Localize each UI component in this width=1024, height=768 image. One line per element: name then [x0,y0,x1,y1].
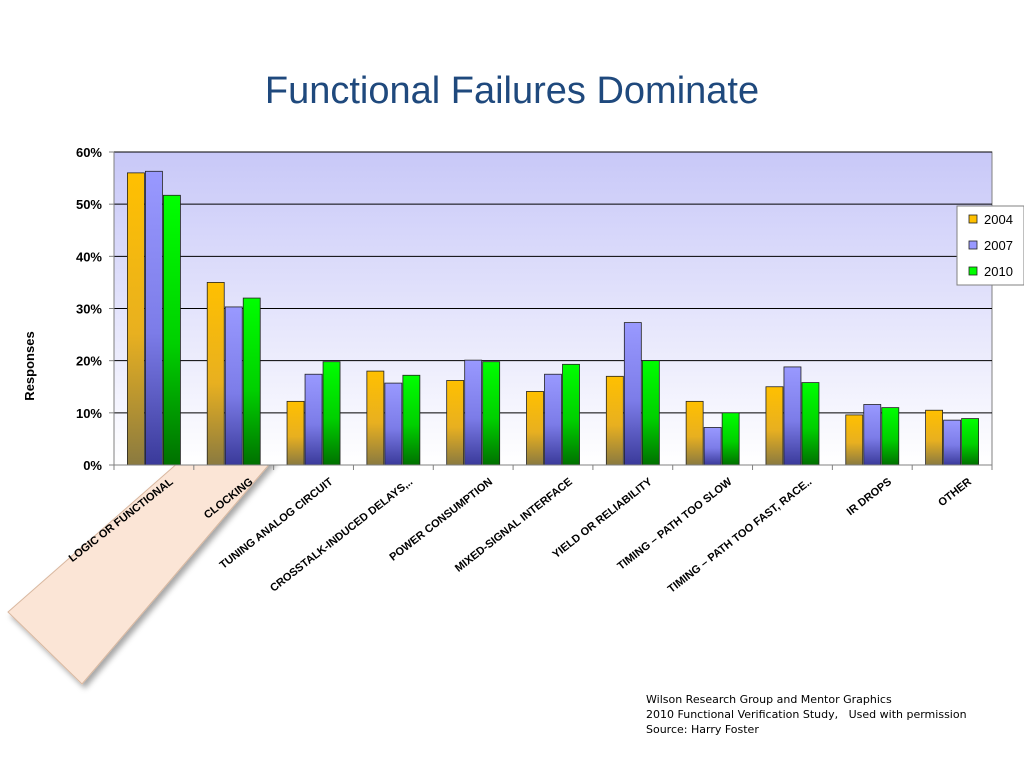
bar-2007 [224,306,243,466]
credit-line: Wilson Research Group and Mentor Graphic… [646,693,892,706]
bar-2007 [145,170,163,466]
legend-label: 2010 [984,264,1013,279]
legend-swatch-2007 [968,240,978,250]
credit-line: Source: Harry Foster [646,723,759,736]
bar-2007 [703,427,722,466]
legend: 2004 2007 2010 [956,205,1024,286]
bar-2004 [685,400,704,466]
bar-2004 [605,375,624,466]
legend-swatch-2010 [968,266,978,276]
legend-swatch-2004 [968,214,978,224]
y-axis-ticks: 0% 10% 20% 30% 40% 50% 60% [76,145,115,473]
y-axis-title: Responses [22,331,37,400]
bar-2004 [366,370,385,466]
y-tick-label: 30% [76,302,102,317]
bar-2004 [286,400,305,466]
bar-2010 [801,382,820,466]
legend-box [956,205,1024,286]
bar-2004 [925,409,943,466]
x-axis-ticks [113,465,993,470]
y-tick-label: 40% [76,249,102,264]
bar-2010 [402,374,421,466]
bar-2010 [163,194,181,466]
bar-2007 [544,373,562,466]
bar-2007 [464,359,483,466]
category-label: TIMING – PATH TOO FAST, RACE.. [666,476,815,596]
bar-2004 [446,380,465,466]
bar-2010 [961,418,979,466]
bar-2010 [721,412,740,466]
category-label: OTHER [936,476,974,509]
y-tick-label: 50% [76,197,102,212]
bar-2007 [863,404,882,466]
source-credits: Wilson Research Group and Mentor Graphic… [646,692,967,737]
category-label: IR DROPS [845,476,894,518]
y-tick-label: 60% [76,145,102,160]
bar-2004 [127,172,145,466]
bar-2010 [562,363,580,466]
y-tick-label: 20% [76,354,102,369]
bar-2010 [881,407,900,466]
bar-2004 [845,414,864,466]
bar-2010 [641,360,660,466]
bar-2007 [623,322,642,466]
bar-2010 [242,297,261,466]
legend-label: 2004 [984,212,1013,227]
bar-2010 [482,361,501,466]
credit-line: 2010 Functional Verification Study, Used… [646,708,967,721]
bar-2007 [943,419,961,466]
category-label: CROSSTALK-INDUCED DELAYS,.. [268,476,415,595]
slide-title: Functional Failures Dominate [264,70,760,112]
bar-2007 [304,373,323,466]
bar-2004 [206,282,225,466]
bar-2007 [783,366,802,466]
bar-2010 [322,361,341,466]
y-tick-label: 10% [76,406,102,421]
y-tick-label: 0% [83,458,102,473]
bar-2004 [526,391,544,466]
bar-2007 [384,382,403,466]
legend-label: 2007 [984,238,1013,253]
bars [127,170,979,466]
bar-2004 [765,386,784,466]
